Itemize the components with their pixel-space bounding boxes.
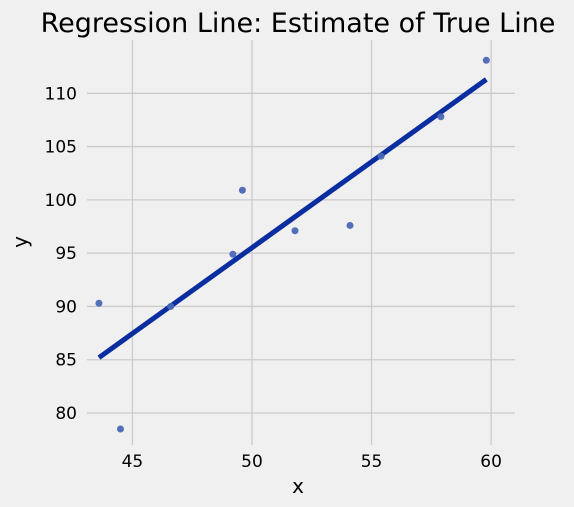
y-tick-label: 85 [55, 351, 77, 371]
grid-lines [87, 40, 515, 445]
data-point [167, 302, 175, 310]
data-point [229, 250, 237, 258]
chart-title: Regression Line: Estimate of True Line [41, 8, 556, 39]
data-point [346, 221, 354, 229]
y-tick-label: 100 [45, 191, 77, 211]
y-tick-label: 80 [55, 404, 77, 424]
data-point [377, 152, 385, 160]
regression-line [97, 77, 488, 360]
y-axis-label: y [8, 236, 32, 248]
y-tick-label: 110 [45, 84, 77, 104]
data-point [95, 299, 103, 307]
data-point [116, 425, 124, 433]
tick-labels: 45 50 55 60 80 85 90 95 100 105 110 [45, 84, 502, 472]
x-axis-label: x [292, 474, 304, 498]
regression-line-layer [97, 77, 488, 360]
data-point [482, 56, 490, 64]
scatter-points [95, 56, 490, 433]
x-tick-label: 55 [361, 452, 383, 472]
data-point [291, 227, 299, 235]
y-tick-label: 90 [55, 297, 77, 317]
y-tick-label: 105 [45, 138, 77, 158]
data-point [437, 113, 445, 121]
data-point [238, 186, 246, 194]
x-tick-label: 50 [241, 452, 263, 472]
x-tick-label: 45 [122, 452, 144, 472]
y-tick-label: 95 [55, 244, 77, 264]
x-tick-label: 60 [480, 452, 502, 472]
